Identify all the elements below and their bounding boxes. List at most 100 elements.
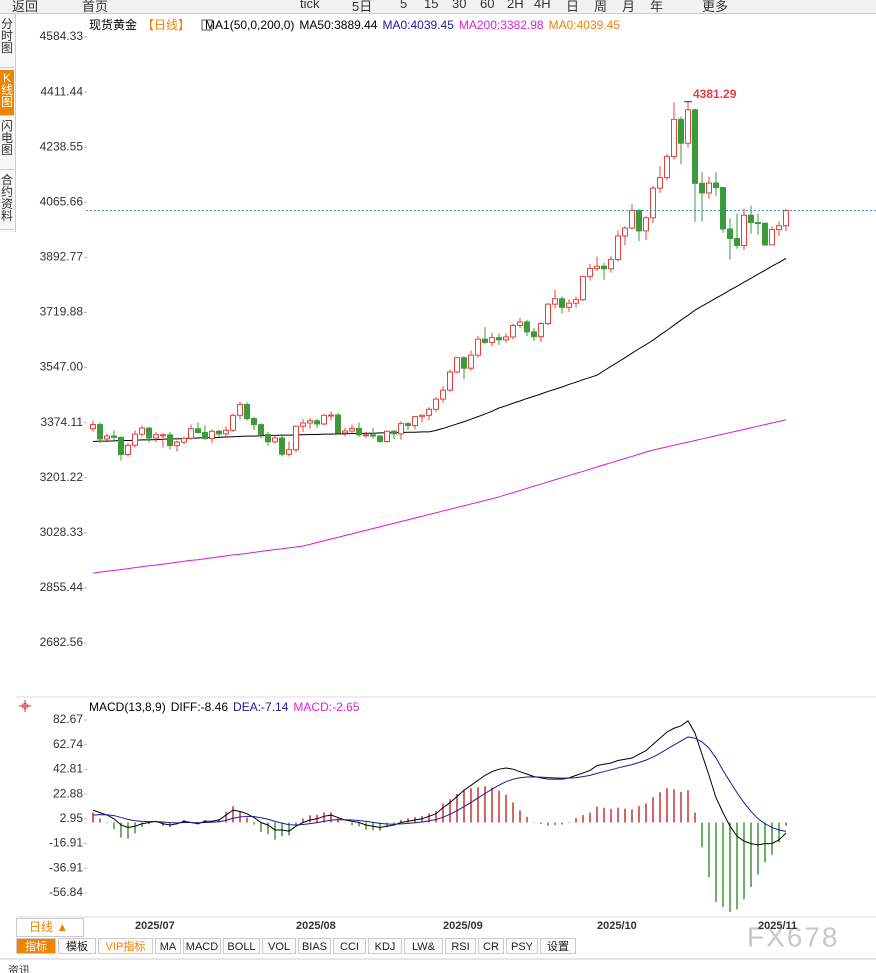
toolbar-button[interactable]: 15 — [424, 0, 439, 11]
toolbar-button[interactable]: 返回 — [12, 0, 39, 14]
indicator-tab[interactable]: PSY — [506, 938, 538, 954]
candle-body — [314, 420, 320, 425]
y-tick-label: 3719.88 — [40, 305, 84, 319]
candle-body — [664, 156, 670, 179]
indicator-tab[interactable]: MA — [155, 938, 181, 954]
candle-body — [174, 441, 180, 447]
candle-body — [230, 414, 236, 431]
candle-body — [412, 416, 418, 427]
candle-body — [496, 337, 502, 341]
sidebar — [0, 14, 16, 232]
toolbar-button[interactable]: 30 — [452, 0, 467, 11]
indicator-tab[interactable]: CR — [478, 938, 504, 954]
toolbar-button[interactable]: 2H — [507, 0, 524, 11]
indicator-tab[interactable]: KDJ — [368, 938, 402, 954]
candle-body — [559, 298, 565, 308]
candle-body — [587, 267, 593, 277]
candle-body — [433, 398, 439, 410]
candle-body — [279, 437, 285, 455]
candle-body — [244, 404, 250, 420]
candle-body — [762, 222, 768, 246]
watermark: FX678 — [747, 921, 840, 952]
candle-body — [335, 414, 341, 434]
toolbar-button[interactable]: 周 — [594, 0, 608, 14]
candle-body — [482, 338, 488, 343]
toolbar-button[interactable]: 4H — [534, 0, 551, 11]
indicator-name: MACD(13,8,9) — [89, 700, 166, 714]
candle-body — [748, 214, 754, 224]
toolbar-button[interactable]: 5日 — [352, 0, 373, 14]
candle-body — [146, 427, 152, 439]
legend-entry: DEA:-7.14 — [233, 700, 289, 714]
candle-body — [650, 187, 656, 219]
candle-body — [461, 357, 467, 369]
candle-body — [720, 187, 726, 230]
indicator-tab[interactable]: VOL — [262, 938, 296, 954]
ma-line — [92, 419, 787, 574]
y-tick-label: 22.88 — [53, 786, 83, 800]
candle-body — [783, 210, 789, 227]
sidebar-tab[interactable]: 闪电图 — [0, 118, 14, 170]
toolbar-button[interactable]: 5 — [400, 0, 408, 11]
period-button[interactable]: 日线 ▲ — [16, 918, 84, 937]
indicator-tab[interactable]: LW& — [404, 938, 443, 954]
toolbar-button[interactable]: 月 — [622, 0, 636, 14]
candle-body — [636, 209, 642, 232]
candle-body — [349, 427, 355, 432]
indicator-tab[interactable]: VIP指标 — [98, 938, 153, 954]
candle-body — [727, 228, 733, 239]
candle-body — [300, 422, 306, 427]
toolbar-button[interactable]: 年 — [650, 0, 664, 14]
candle-body — [111, 435, 117, 438]
candle-body — [531, 331, 537, 338]
candle-body — [755, 222, 761, 225]
candle-body — [328, 414, 334, 417]
candle-body — [370, 434, 376, 437]
candle-body — [629, 209, 635, 229]
sidebar-tab[interactable]: 合约资料 — [0, 172, 14, 230]
candle-body — [489, 337, 495, 343]
chart-title: 现货黄金 — [89, 17, 137, 32]
indicator-tab[interactable]: 模板 — [58, 938, 96, 954]
candle-body — [426, 408, 432, 416]
footer-tab[interactable]: 资讯 — [8, 965, 30, 973]
sidebar-tab[interactable]: K线图 — [0, 70, 14, 116]
indicator-tab[interactable]: RSI — [445, 938, 476, 954]
y-tick-label: 82.67 — [53, 712, 83, 726]
candle-body — [293, 425, 299, 451]
toolbar-button[interactable]: 更多 — [702, 0, 729, 14]
y-tick-label: -36.91 — [49, 860, 83, 874]
candle-body — [608, 259, 614, 270]
toolbar-button[interactable]: tick — [300, 0, 320, 11]
indicator-tab[interactable]: MACD — [183, 938, 221, 954]
toolbar — [0, 0, 876, 14]
macd-line — [92, 720, 787, 846]
indicator-tab[interactable]: 指标 — [16, 938, 56, 954]
indicator-tab[interactable]: 设置 — [540, 938, 576, 954]
toolbar-button[interactable]: 日 — [566, 0, 580, 14]
toolbar-button[interactable]: 60 — [480, 0, 495, 11]
candle-body — [251, 418, 257, 426]
candle-body — [160, 434, 166, 437]
candle-body — [741, 214, 747, 247]
candle-body — [573, 299, 579, 304]
indicator-tab[interactable]: BIAS — [298, 938, 331, 954]
candle-body — [475, 338, 481, 356]
candle-body — [118, 436, 124, 456]
candle-body — [90, 424, 96, 430]
candle-body — [447, 371, 453, 391]
sidebar-tab[interactable]: 分时图 — [0, 16, 14, 68]
candle-body — [685, 109, 691, 144]
toolbar-button[interactable]: 首页 — [82, 0, 109, 14]
candle-body — [545, 303, 551, 325]
peak-label: 4381.29 — [693, 87, 737, 101]
candle-body — [601, 265, 607, 270]
indicator-tab[interactable]: CCI — [333, 938, 366, 954]
candle-body — [405, 423, 411, 427]
indicator-tab[interactable]: BOLL — [223, 938, 260, 954]
legend-entry: MACD:-2.65 — [293, 700, 359, 714]
candle-body — [419, 414, 425, 418]
y-tick-label: 3892.77 — [40, 250, 84, 264]
